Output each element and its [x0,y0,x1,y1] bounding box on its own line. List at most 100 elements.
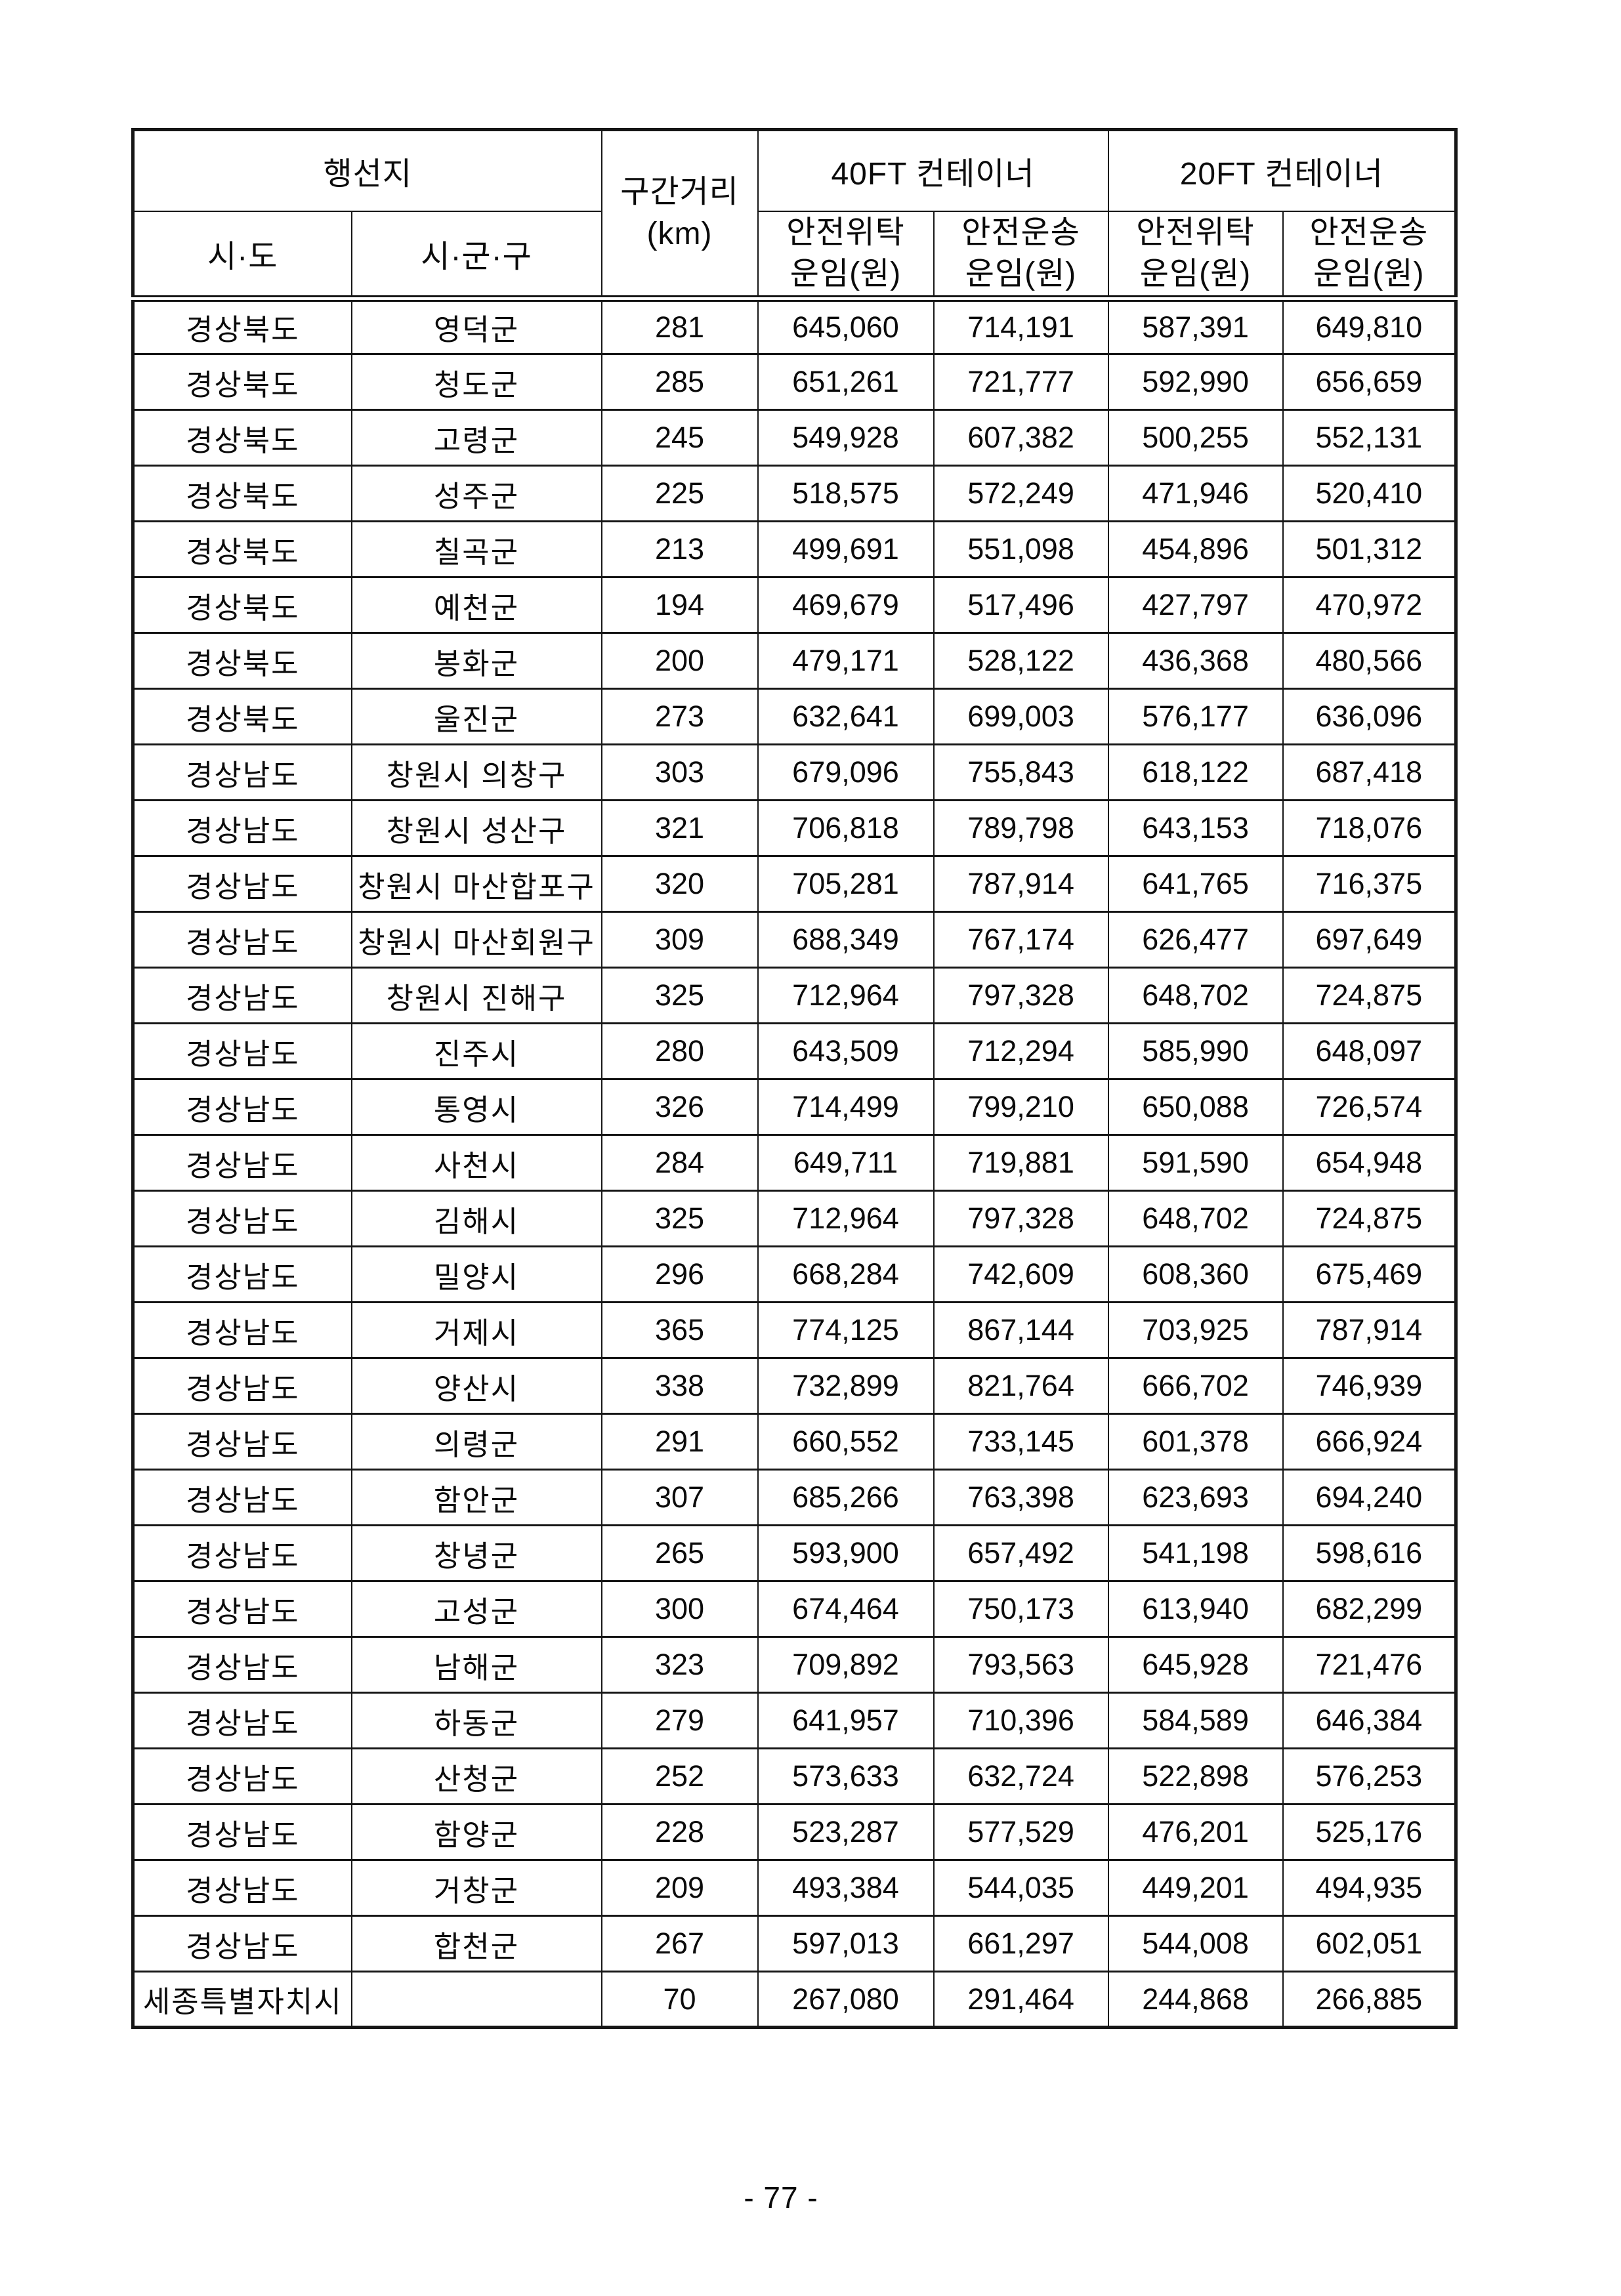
table-row: 경상남도 하동군 279 641,957 710,396 584,589 646,384 [132,1692,1457,1749]
table-row: 경상남도 합천군 267 597,013 661,297 544,008 602,051 [132,1915,1457,1972]
cell-sido: 경상남도 [132,1134,352,1191]
cell-20ft-transport-fee: 480,566 [1282,632,1457,689]
header-40ft-transport-line2: 운임(원) [965,257,1077,291]
cell-distance-km: 267 [600,1915,759,1972]
cell-sigungu: 창원시 진해구 [350,967,602,1024]
cell-sigungu: 김해시 [350,1190,602,1247]
table-row: 경상남도 창녕군 265 593,900 657,492 541,198 598,616 [132,1524,1457,1581]
cell-distance-km: 225 [600,465,759,522]
cell-40ft-transport-fee: 793,563 [933,1636,1109,1693]
cell-40ft-consign-fee: 643,509 [757,1022,935,1079]
cell-40ft-consign-fee: 267,080 [757,1971,935,2028]
cell-sido: 경상남도 [132,1636,352,1693]
cell-40ft-transport-fee: 699,003 [933,688,1109,745]
cell-40ft-consign-fee: 645,060 [757,297,935,354]
table-row: 경상북도 청도군 285 651,261 721,777 592,990 656,659 [132,353,1457,410]
cell-20ft-consign-fee: 244,868 [1107,1971,1284,2028]
cell-sigungu: 함안군 [350,1469,602,1526]
cell-sido: 경상남도 [132,1413,352,1470]
table-row: 경상남도 창원시 성산구 321 706,818 789,798 643,153 718,0… [132,799,1457,856]
cell-20ft-transport-fee: 666,924 [1282,1413,1457,1470]
cell-40ft-transport-fee: 572,249 [933,465,1109,522]
cell-20ft-consign-fee: 608,360 [1107,1245,1284,1303]
header-20ft-consign-fee: 안전위탁 운임(원) [1107,211,1284,302]
cell-sido: 경상남도 [132,1357,352,1414]
cell-20ft-consign-fee: 576,177 [1107,688,1284,745]
cell-40ft-consign-fee: 705,281 [757,855,935,912]
cell-20ft-consign-fee: 427,797 [1107,576,1284,633]
cell-sigungu: 거창군 [350,1859,602,1916]
cell-40ft-consign-fee: 499,691 [757,520,935,577]
cell-distance-km: 307 [600,1469,759,1526]
table-row: 경상남도 양산시 338 732,899 821,764 666,702 746,939 [132,1357,1457,1414]
cell-distance-km: 252 [600,1747,759,1805]
cell-distance-km: 200 [600,632,759,689]
cell-40ft-transport-fee: 528,122 [933,632,1109,689]
cell-20ft-consign-fee: 626,477 [1107,911,1284,968]
cell-40ft-consign-fee: 649,711 [757,1134,935,1191]
cell-20ft-transport-fee: 724,875 [1282,1190,1457,1247]
cell-20ft-transport-fee: 654,948 [1282,1134,1457,1191]
cell-20ft-transport-fee: 646,384 [1282,1692,1457,1749]
table-row: 경상북도 칠곡군 213 499,691 551,098 454,896 501,312 [132,520,1457,577]
header-distance-km: 구간거리 (km) [600,129,759,302]
cell-40ft-consign-fee: 712,964 [757,967,935,1024]
cell-sido: 경상북도 [132,688,352,745]
cell-20ft-consign-fee: 544,008 [1107,1915,1284,1972]
table-row: 경상남도 창원시 의창구 303 679,096 755,843 618,122 687,4… [132,743,1457,801]
cell-20ft-consign-fee: 641,765 [1107,855,1284,912]
cell-20ft-consign-fee: 591,590 [1107,1134,1284,1191]
cell-40ft-consign-fee: 641,957 [757,1692,935,1749]
cell-sido: 경상북도 [132,576,352,633]
cell-40ft-consign-fee: 479,171 [757,632,935,689]
cell-distance-km: 265 [600,1524,759,1581]
cell-20ft-transport-fee: 494,935 [1282,1859,1457,1916]
cell-sigungu: 영덕군 [350,297,602,354]
cell-40ft-consign-fee: 660,552 [757,1413,935,1470]
cell-40ft-consign-fee: 597,013 [757,1915,935,1972]
cell-20ft-transport-fee: 525,176 [1282,1803,1457,1860]
cell-40ft-transport-fee: 517,496 [933,576,1109,633]
cell-sigungu: 의령군 [350,1413,602,1470]
cell-20ft-transport-fee: 656,659 [1282,353,1457,410]
cell-20ft-consign-fee: 650,088 [1107,1078,1284,1135]
cell-20ft-transport-fee: 520,410 [1282,465,1457,522]
cell-sigungu: 창원시 마산합포구 [350,855,602,912]
cell-20ft-transport-fee: 687,418 [1282,743,1457,801]
cell-40ft-consign-fee: 679,096 [757,743,935,801]
cell-20ft-consign-fee: 585,990 [1107,1022,1284,1079]
table-row: 경상남도 사천시 284 649,711 719,881 591,590 654,948 [132,1134,1457,1191]
cell-40ft-consign-fee: 573,633 [757,1747,935,1805]
cell-distance-km: 209 [600,1859,759,1916]
cell-sido: 경상남도 [132,1915,352,1972]
cell-40ft-consign-fee: 668,284 [757,1245,935,1303]
cell-20ft-consign-fee: 522,898 [1107,1747,1284,1805]
header-destination: 행선지 [132,129,602,212]
cell-40ft-transport-fee: 787,914 [933,855,1109,912]
cell-40ft-consign-fee: 706,818 [757,799,935,856]
cell-40ft-transport-fee: 767,174 [933,911,1109,968]
cell-20ft-transport-fee: 648,097 [1282,1022,1457,1079]
cell-20ft-transport-fee: 602,051 [1282,1915,1457,1972]
cell-40ft-consign-fee: 688,349 [757,911,935,968]
cell-20ft-transport-fee: 726,574 [1282,1078,1457,1135]
cell-sido: 경상북도 [132,353,352,410]
cell-sido: 경상남도 [132,967,352,1024]
cell-40ft-transport-fee: 721,777 [933,353,1109,410]
header-row-columns: 시·도 시·군·구 안전위탁 운임(원) 안전운송 운임(원) 안전위탁 운임(… [132,211,1457,302]
cell-distance-km: 338 [600,1357,759,1414]
cell-40ft-transport-fee: 799,210 [933,1078,1109,1135]
table-row: 경상남도 의령군 291 660,552 733,145 601,378 666,924 [132,1413,1457,1470]
table-row: 경상남도 김해시 325 712,964 797,328 648,702 724,875 [132,1190,1457,1247]
cell-20ft-consign-fee: 587,391 [1107,297,1284,354]
cell-40ft-transport-fee: 750,173 [933,1580,1109,1637]
table-row: 경상북도 예천군 194 469,679 517,496 427,797 470,972 [132,576,1457,633]
cell-sigungu: 창원시 마산회원구 [350,911,602,968]
table-row: 경상남도 창원시 진해구 325 712,964 797,328 648,702 724,8… [132,967,1457,1024]
cell-40ft-transport-fee: 661,297 [933,1915,1109,1972]
cell-sigungu: 청도군 [350,353,602,410]
cell-distance-km: 296 [600,1245,759,1303]
cell-sigungu: 양산시 [350,1357,602,1414]
cell-sigungu: 통영시 [350,1078,602,1135]
cell-20ft-consign-fee: 623,693 [1107,1469,1284,1526]
